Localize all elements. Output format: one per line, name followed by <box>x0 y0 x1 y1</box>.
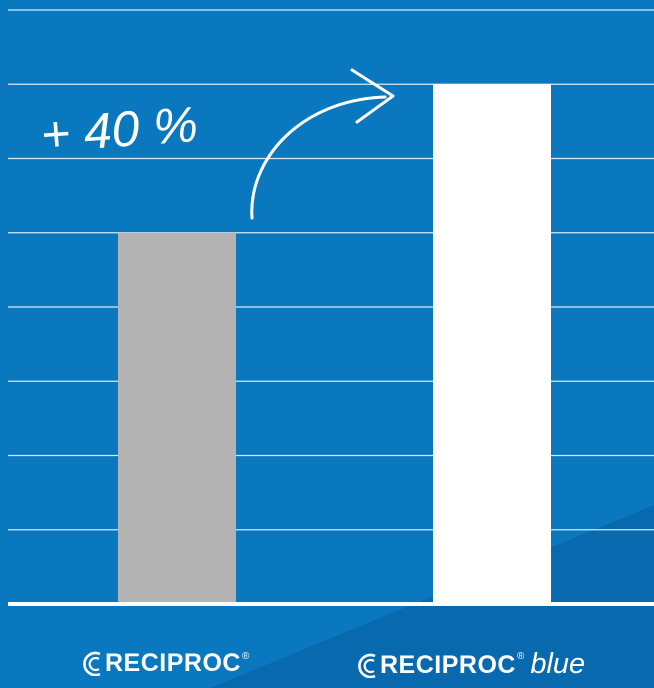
annotation-arrow <box>250 95 387 220</box>
reciproc-logo-icon <box>358 653 376 678</box>
reciproc-blue-logo: RECIPROC ® blue <box>357 648 586 680</box>
logo-wordmark: RECIPROC <box>380 651 516 679</box>
annotation-text: + 40 % <box>39 96 200 163</box>
gridlines <box>8 9 654 531</box>
reciproc-logo: RECIPROC ® <box>82 650 249 676</box>
growth-annotation: + 40 % <box>39 68 395 220</box>
bar-1 <box>118 232 236 604</box>
registered-mark: ® <box>516 651 525 662</box>
arrow-head-icon <box>350 68 395 124</box>
logo-wordmark: RECIPROC <box>105 649 241 677</box>
logo-suffix: blue <box>530 648 586 680</box>
bar-2 <box>433 84 551 604</box>
reciproc-logo-icon <box>83 651 101 676</box>
registered-mark: ® <box>241 651 250 662</box>
bars <box>118 84 551 604</box>
